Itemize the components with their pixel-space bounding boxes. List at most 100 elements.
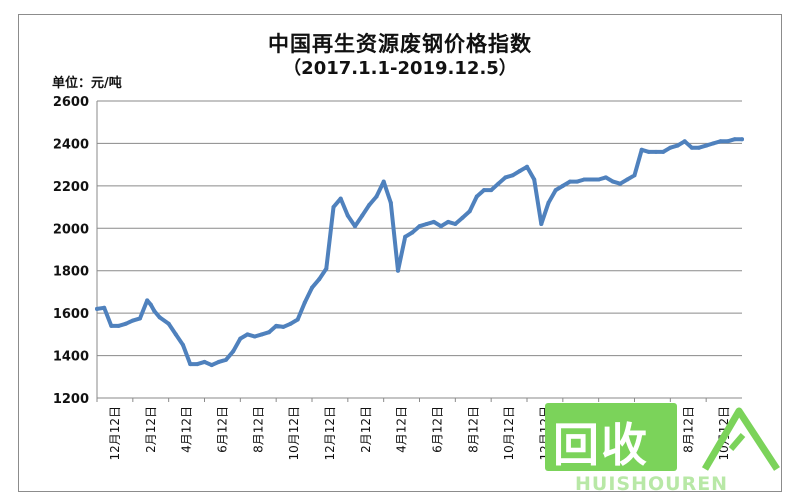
data-point [130,318,135,323]
data-point [353,224,357,229]
data-point [532,177,537,182]
x-tick-label: 4月12日 [395,406,409,453]
data-point [668,145,673,150]
data-point [718,139,723,144]
data-point [589,177,594,182]
data-point [503,175,508,180]
data-point [682,139,687,144]
data-point [367,202,372,207]
data-point [116,323,121,328]
data-point [618,181,623,186]
data-point [625,177,630,182]
x-tick-label: 6月12日 [215,406,229,453]
data-point [317,277,322,282]
data-point [725,139,730,144]
y-tick-label: 1400 [53,350,89,365]
data-point [109,323,114,328]
x-tick-label: 12月12日 [323,406,337,461]
chart-title: 中国再生资源废钢价格指数 [268,32,532,56]
data-point [510,173,515,178]
data-point [288,321,293,326]
data-point [596,177,601,182]
data-point [453,222,458,226]
data-point [496,181,501,186]
data-point [568,179,572,184]
data-point [173,332,178,337]
data-point [474,194,479,199]
y-tick-label: 1600 [53,307,89,322]
x-tick-label: 8月12日 [681,406,695,453]
x-tick-label: 2月12日 [144,406,158,453]
watermark-box [545,403,677,471]
x-tick-label: 10月12日 [502,406,516,461]
data-point [575,179,580,184]
y-tick-label: 2200 [53,180,89,195]
data-point [603,175,608,180]
data-point [467,209,472,214]
data-point [238,336,243,341]
x-tick-label: 6月12日 [430,406,444,453]
data-point [209,363,214,368]
data-point [417,224,422,229]
y-tick-label: 2400 [53,137,89,152]
data-point [102,305,107,310]
data-point [732,137,737,142]
data-point [489,188,494,193]
data-point [517,169,522,173]
data-point [259,332,264,337]
data-point [166,321,171,326]
data-point [654,149,658,154]
data-point [310,285,314,290]
data-point [424,222,429,226]
series-line [95,137,744,368]
watermark-sub-text: HUISHOUREN [575,473,729,495]
data-point [446,219,451,224]
y-tick-label: 2000 [53,222,89,237]
data-point [224,357,228,362]
x-tick-label: 2月12日 [359,406,373,453]
data-point [381,179,386,184]
watermark-main-text: 回收 [553,418,649,472]
data-point [252,334,257,339]
data-point [274,323,279,328]
data-point [231,349,236,354]
x-tick-label: 12月12日 [108,406,122,461]
data-point [345,213,350,218]
watermark-logo: 回收 HUISHOUREN [545,403,780,495]
data-point [639,147,644,152]
data-point [711,141,716,146]
y-tick-label: 1200 [53,392,89,407]
data-point [245,332,250,337]
data-point [202,359,207,364]
data-point [152,309,157,313]
data-point [324,266,329,271]
data-point [560,183,565,188]
data-point [216,359,221,364]
data-point [582,177,587,182]
data-point [611,179,615,184]
data-point [553,188,558,193]
data-point [403,234,408,239]
data-point [431,219,436,224]
data-point [145,298,150,303]
data-point [157,315,162,320]
data-point [188,362,193,367]
data-point [697,145,701,150]
data-point [338,196,343,201]
x-tick-label: 4月12日 [180,406,194,453]
y-tick-label: 2600 [53,95,89,110]
data-point [267,330,271,335]
data-point [740,137,744,142]
data-point [331,205,336,210]
data-point [388,200,393,205]
data-point [646,149,651,154]
data-point [374,194,379,199]
data-point [295,317,300,322]
data-point [661,149,666,154]
data-point [675,143,680,148]
data-point [460,215,465,220]
y-tick-label: 1800 [53,265,89,280]
x-tick-label: 10月12日 [287,406,301,461]
data-point [482,188,486,193]
